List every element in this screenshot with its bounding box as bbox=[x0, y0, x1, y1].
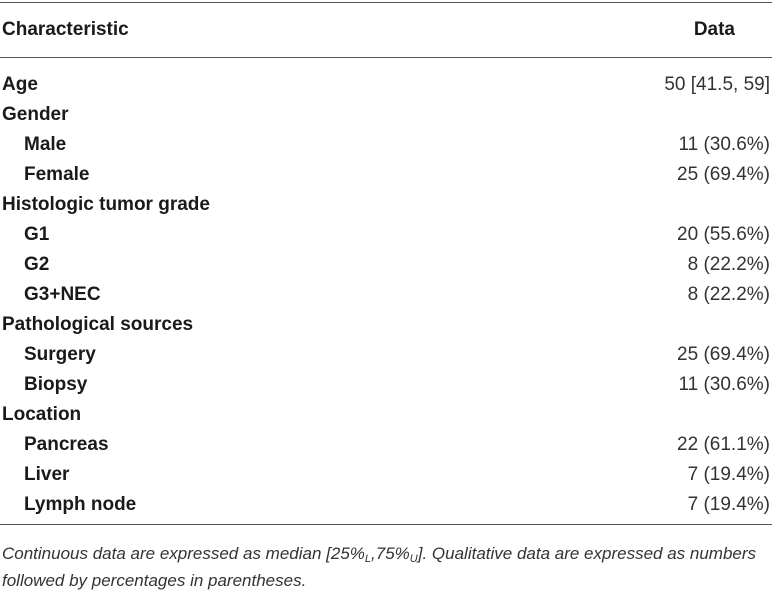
row-label: Biopsy bbox=[24, 374, 88, 395]
row-label: G2 bbox=[24, 254, 50, 275]
footnote-prefix: Continuous data are expressed as median … bbox=[2, 544, 365, 563]
table-row: Surgery 25 (69.4%) bbox=[0, 342, 772, 372]
row-label: Location bbox=[2, 404, 82, 425]
row-label: Liver bbox=[24, 464, 70, 485]
footnote-sub-upper: U bbox=[409, 553, 418, 565]
row-value: 25 (69.4%) bbox=[677, 164, 770, 185]
row-label: Pathological sources bbox=[2, 314, 194, 335]
footnote-sub-lower: L bbox=[364, 553, 372, 565]
table-row: Male 11 (30.6%) bbox=[0, 132, 772, 162]
header-characteristic: Characteristic bbox=[2, 19, 129, 40]
row-value: 8 (22.2%) bbox=[687, 254, 770, 275]
row-label: Female bbox=[24, 164, 90, 185]
table-body: Age 50 [41.5, 59] Gender Male 11 (30.6%) Fema… bbox=[0, 72, 772, 522]
row-label: Gender bbox=[2, 104, 69, 125]
row-value: 8 (22.2%) bbox=[687, 284, 770, 305]
table-row: Liver 7 (19.4%) bbox=[0, 462, 772, 492]
row-value: 11 (30.6%) bbox=[678, 374, 770, 395]
row-value: 22 (61.1%) bbox=[677, 434, 770, 455]
table-row-group: Pathological sources bbox=[0, 312, 772, 342]
row-value: 7 (19.4%) bbox=[687, 494, 770, 515]
row-value: 20 (55.6%) bbox=[677, 224, 770, 245]
table-row: Pancreas 22 (61.1%) bbox=[0, 432, 772, 462]
table-row: G3+NEC 8 (22.2%) bbox=[0, 282, 772, 312]
footnote-suffix: ]. Qualitative data are expressed as num… bbox=[2, 544, 757, 590]
row-label: Male bbox=[24, 134, 67, 155]
table-top-rule bbox=[0, 2, 772, 3]
row-label: Age bbox=[2, 74, 38, 95]
row-label: Pancreas bbox=[24, 434, 109, 455]
row-value: 11 (30.6%) bbox=[678, 134, 770, 155]
row-label: G3+NEC bbox=[24, 284, 101, 305]
row-value: 7 (19.4%) bbox=[687, 464, 770, 485]
table-footnote: Continuous data are expressed as median … bbox=[2, 540, 770, 594]
row-value: 50 [41.5, 59] bbox=[664, 74, 770, 95]
table-bottom-rule bbox=[0, 524, 772, 525]
header-data: Data bbox=[693, 19, 735, 40]
table-row-group: Gender bbox=[0, 102, 772, 132]
row-label: G1 bbox=[24, 224, 50, 245]
table-row-group: Location bbox=[0, 402, 772, 432]
table-row: G2 8 (22.2%) bbox=[0, 252, 772, 282]
table-header-row: Characteristic Data bbox=[0, 2, 772, 57]
row-label: Lymph node bbox=[24, 494, 137, 515]
table-row: Lymph node 7 (19.4%) bbox=[0, 492, 772, 522]
footnote-middle: ,75% bbox=[371, 544, 410, 563]
row-label: Surgery bbox=[24, 344, 96, 365]
table-row-group: Histologic tumor grade bbox=[0, 192, 772, 222]
row-value: 25 (69.4%) bbox=[677, 344, 770, 365]
table-row: G1 20 (55.6%) bbox=[0, 222, 772, 252]
table-row-group: Age 50 [41.5, 59] bbox=[0, 72, 772, 102]
table-header-rule bbox=[0, 57, 772, 58]
row-label: Histologic tumor grade bbox=[2, 194, 210, 215]
table-row: Biopsy 11 (30.6%) bbox=[0, 372, 772, 402]
table-row: Female 25 (69.4%) bbox=[0, 162, 772, 192]
